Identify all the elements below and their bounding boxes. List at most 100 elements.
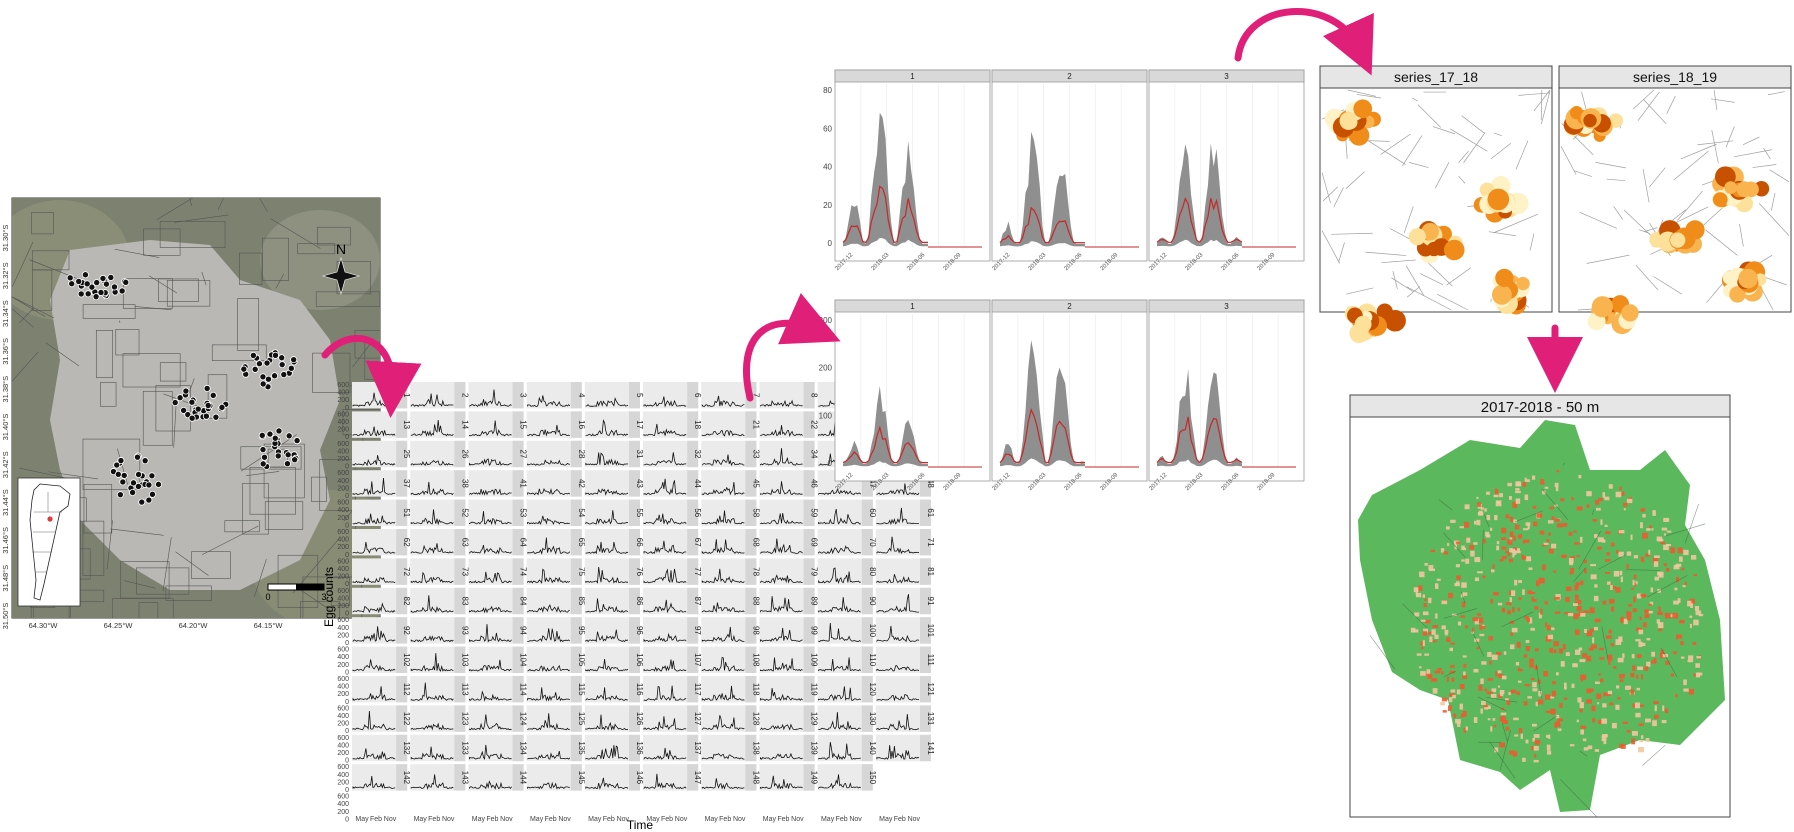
risk-cell: [1551, 690, 1557, 696]
panel-id: 15: [519, 420, 528, 429]
panel-id: 120: [868, 683, 877, 697]
risk-cell: [1605, 571, 1611, 574]
egg-series-panel: 37: [352, 470, 411, 497]
risk-cell: [1670, 547, 1676, 554]
egg-count-line: [818, 657, 862, 672]
risk-cell: [1571, 683, 1575, 689]
risk-cell: [1420, 646, 1424, 650]
risk-cell: [1454, 582, 1460, 587]
panel-strip: [920, 499, 931, 526]
risk-cell: [1554, 482, 1559, 488]
panel-strip: [861, 499, 873, 526]
risk-cell: [1555, 594, 1561, 600]
street-line: [1648, 167, 1666, 188]
parcel-outline: [143, 228, 181, 256]
egg-series-panel: 8: [759, 382, 819, 409]
sampling-point: [266, 430, 274, 438]
hotspot-cell: [1621, 304, 1639, 322]
panel-id: 33: [751, 450, 760, 459]
egg-series-panel: 95: [526, 617, 586, 644]
panel-strip: [454, 734, 466, 762]
parcel-outline: [249, 467, 296, 515]
panel-id: 112: [402, 683, 411, 696]
street-line: [1434, 162, 1450, 189]
risk-cell: [1607, 690, 1613, 695]
sampling-point: [249, 351, 257, 359]
risk-cell: [1508, 558, 1514, 563]
parcel-outline: [300, 601, 341, 618]
risk-cell: [1474, 557, 1481, 563]
hotspot-map-panel: series_17_18: [1319, 65, 1553, 343]
sampling-point: [138, 498, 146, 506]
egg-count-line: [410, 635, 454, 643]
egg-count-line: [760, 723, 803, 731]
panel-strip: [803, 558, 815, 585]
panel-strip: [745, 499, 757, 526]
egg-count-line: [585, 777, 629, 790]
panel-id: 122: [402, 712, 411, 726]
egg-series-panel: 86: [584, 587, 644, 615]
road-line: [12, 296, 55, 319]
risk-cell: [1540, 608, 1543, 615]
egg-count-line: [643, 568, 687, 584]
risk-cell: [1638, 641, 1643, 648]
risk-cell: [1543, 542, 1549, 545]
y-tick-label: 200: [337, 397, 349, 404]
egg-series-panel: 147: [643, 764, 702, 791]
panel-id: 99: [810, 626, 819, 635]
egg-series-panel: 53: [468, 499, 528, 526]
risk-street-line: [1666, 523, 1706, 536]
egg-count-line: [643, 659, 687, 672]
panel-strip: [803, 411, 815, 438]
panel-strip: [745, 705, 757, 732]
parcel-outline: [239, 252, 263, 285]
risk-cell: [1552, 694, 1556, 697]
panel-strip: [454, 676, 466, 703]
egg-series-panel: 62: [352, 529, 411, 556]
egg-count-line: [527, 664, 571, 673]
risk-cell: [1503, 651, 1507, 655]
risk-cell: [1466, 537, 1471, 543]
sampling-point: [293, 437, 301, 445]
egg-series-panel: 79: [759, 558, 819, 585]
egg-series-panel: 92: [352, 617, 411, 644]
sampling-point: [119, 478, 127, 486]
sampling-point: [290, 356, 298, 364]
panel-id: 133: [460, 741, 469, 755]
risk-cell: [1593, 534, 1598, 539]
egg-series-panel: 1: [352, 382, 411, 409]
y-tick-label: 0: [345, 816, 349, 823]
sampling-point: [278, 354, 286, 362]
risk-cell: [1594, 584, 1598, 588]
sampling-point: [117, 457, 125, 465]
y-tick-label: 600: [337, 441, 349, 448]
x-tick-label: Feb: [777, 816, 789, 823]
hotspot-cell: [1408, 228, 1426, 246]
risk-cell: [1625, 685, 1632, 690]
panel-id: 74: [519, 567, 528, 576]
egg-count-line: [352, 748, 396, 761]
risk-cell: [1598, 673, 1601, 676]
street-line: [1333, 187, 1344, 207]
risk-cell: [1598, 647, 1604, 651]
risk-cell: [1420, 619, 1426, 622]
panel-id: 118: [751, 683, 760, 696]
risk-cell: [1505, 550, 1509, 554]
egg-count-line: [469, 605, 512, 614]
egg-series-panel: 2: [410, 382, 469, 409]
panel-id: 80: [868, 567, 877, 576]
street-line: [1769, 169, 1790, 183]
risk-cell: [1640, 556, 1645, 563]
risk-cell: [1605, 558, 1611, 562]
panel-strip: [629, 470, 640, 497]
risk-cell: [1461, 559, 1465, 562]
risk-cell: [1515, 661, 1520, 666]
egg-count-line: [410, 722, 454, 731]
egg-count-line: [352, 541, 396, 554]
egg-count-line: [469, 744, 512, 760]
sampling-point: [77, 290, 85, 298]
risk-cell: [1499, 559, 1504, 562]
risk-cell: [1431, 679, 1438, 682]
facet-y-tick: 200: [819, 364, 833, 373]
